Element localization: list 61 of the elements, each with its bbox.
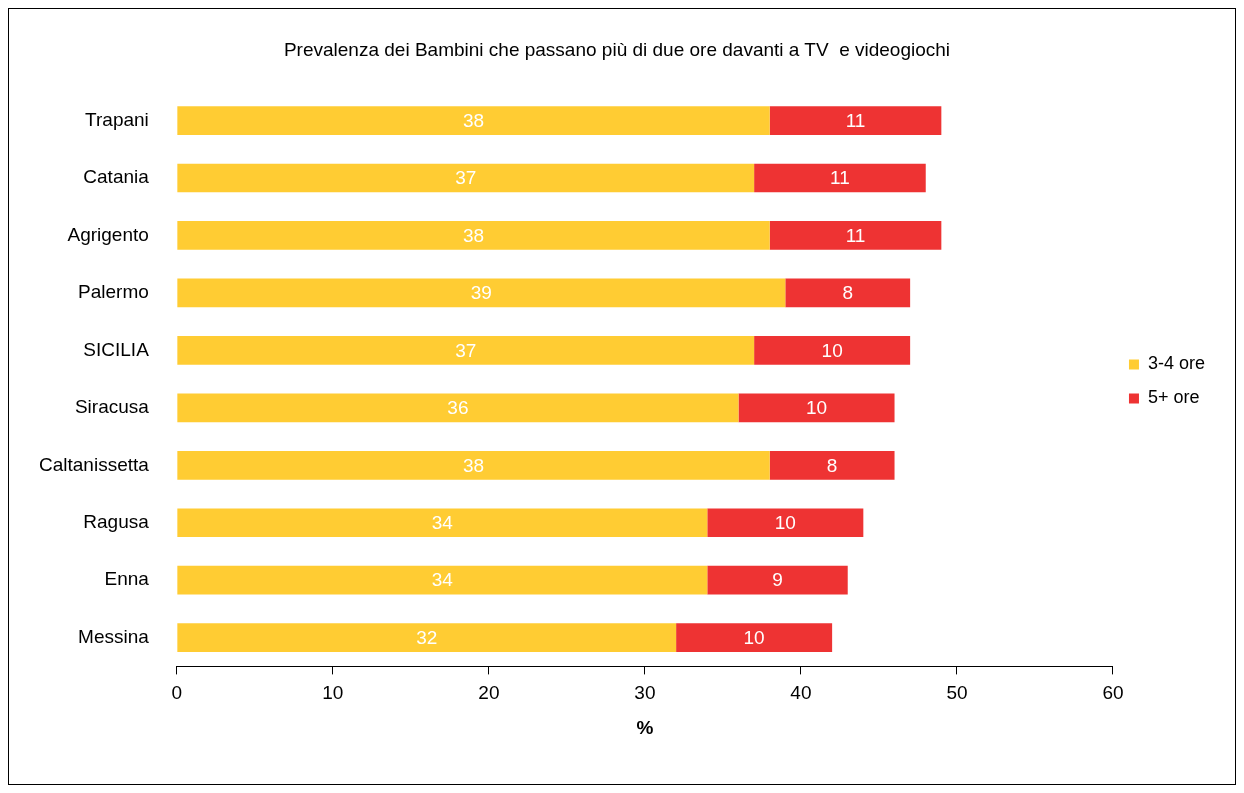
- legend-label: 5+ ore: [1147, 387, 1200, 408]
- data-label: 38: [462, 109, 485, 131]
- data-label: 39: [470, 282, 492, 304]
- x-axis-title: %: [636, 716, 654, 738]
- data-label: 38: [462, 224, 485, 246]
- x-tick-label: 50: [946, 682, 968, 704]
- bar: [707, 565, 848, 595]
- x-tick-label: 20: [478, 682, 500, 704]
- bar: [177, 278, 786, 308]
- x-tick-label: 60: [1102, 682, 1124, 704]
- y-tick-label: Enna: [104, 568, 150, 590]
- data-label: 8: [826, 454, 838, 476]
- x-tick-label: 30: [634, 682, 656, 704]
- x-tick-label: 10: [322, 682, 344, 704]
- data-label: 10: [774, 511, 796, 533]
- data-label: 36: [447, 397, 469, 419]
- bar: [707, 508, 864, 538]
- bar: [754, 336, 911, 365]
- y-tick-label: Agrigento: [67, 223, 149, 245]
- bar: [785, 278, 911, 308]
- bar: [177, 221, 770, 250]
- chart-title: Prevalenza dei Bambini che passano più di due ore davanti a TV e videogiochi: [283, 38, 951, 60]
- bar: [177, 336, 755, 365]
- y-tick-label: Siracusa: [74, 396, 150, 418]
- bar: [177, 508, 708, 538]
- bar: [177, 450, 770, 480]
- data-label: 38: [462, 454, 485, 476]
- data-label: 37: [455, 339, 477, 361]
- bar: [177, 565, 708, 595]
- y-tick-label: Caltanissetta: [38, 453, 150, 475]
- bar: [754, 163, 926, 193]
- data-label: 34: [431, 511, 454, 533]
- y-tick-label: Messina: [78, 625, 150, 647]
- data-label: 34: [431, 569, 454, 591]
- data-label: 32: [416, 626, 438, 648]
- bar: [676, 623, 833, 653]
- y-tick-label: Ragusa: [83, 510, 150, 532]
- bar: [769, 450, 895, 480]
- data-label: 37: [455, 167, 477, 189]
- bar: [177, 106, 770, 135]
- data-label: 10: [821, 339, 843, 361]
- x-tick-label: 0: [171, 682, 183, 704]
- bar: [177, 163, 755, 193]
- data-label: 11: [830, 167, 850, 189]
- data-label: 10: [805, 397, 828, 419]
- data-label: 11: [845, 224, 866, 246]
- y-tick-label: Catania: [83, 166, 150, 188]
- bar: [769, 106, 942, 135]
- data-label: 9: [772, 569, 783, 591]
- bar: [177, 393, 739, 423]
- data-label: 10: [743, 626, 765, 648]
- y-tick-label: Palermo: [78, 281, 149, 303]
- data-label: 11: [845, 109, 866, 131]
- data-label: 8: [842, 282, 854, 304]
- bar: [738, 393, 895, 423]
- legend-label: 3-4 ore: [1147, 353, 1206, 374]
- y-tick-label: SICILIA: [83, 338, 150, 360]
- y-tick-label: Trapani: [85, 108, 149, 130]
- x-tick-label: 40: [790, 682, 812, 704]
- bar: [177, 623, 677, 653]
- bar: [769, 221, 942, 250]
